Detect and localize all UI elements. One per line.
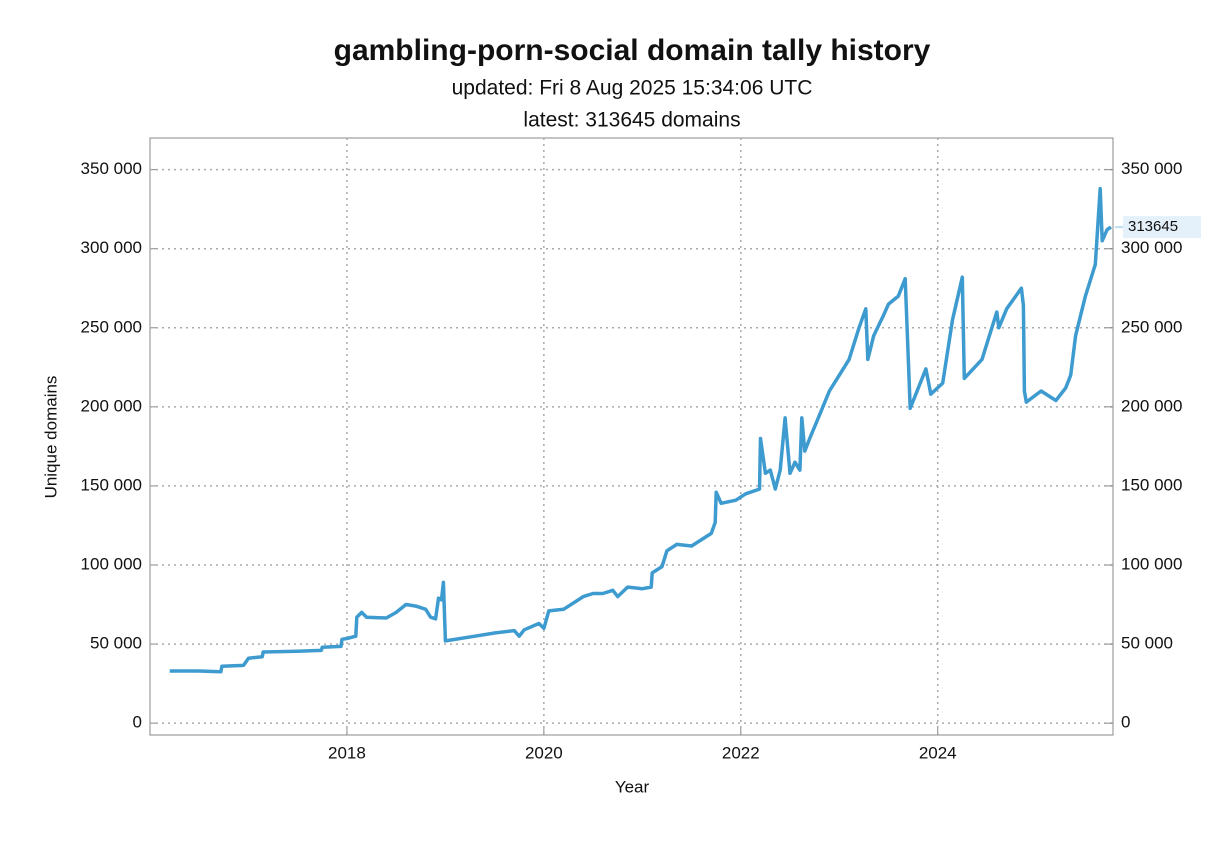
x-tick-label: 2020: [525, 743, 563, 762]
y-tick-label: 300 000: [81, 238, 142, 257]
data-line: [169, 186, 1112, 674]
x-tick-label: 2024: [919, 743, 957, 762]
y2-tick-label: 300 000: [1121, 238, 1182, 257]
y-tick-label: 0: [133, 713, 142, 732]
y2-tick-label: 200 000: [1121, 396, 1182, 415]
end-label: 313645: [1128, 218, 1178, 235]
y2-tick-label: 150 000: [1121, 475, 1182, 494]
y2-tick-label: 0: [1121, 713, 1130, 732]
y-tick-label: 50 000: [90, 634, 142, 653]
y2-tick-label: 350 000: [1121, 159, 1182, 178]
chart-subtitle: latest: 313645 domains: [523, 109, 740, 132]
y-tick-label: 250 000: [81, 317, 142, 336]
y-tick-label: 350 000: [81, 159, 142, 178]
y-tick-label: 100 000: [81, 554, 142, 573]
x-axis-label: Year: [615, 777, 650, 796]
plot-frame: [149, 137, 1114, 736]
y-tick-label: 200 000: [81, 396, 142, 415]
end-label-box: [1123, 216, 1201, 239]
y-axis-label: Unique domains: [41, 376, 60, 499]
chart-subtitle: updated: Fri 8 Aug 2025 15:34:06 UTC: [452, 77, 813, 100]
chart-title: gambling-porn-social domain tally histor…: [334, 34, 931, 67]
y2-tick-label: 250 000: [1121, 317, 1182, 336]
x-tick-label: 2018: [328, 743, 366, 762]
y2-tick-label: 50 000: [1121, 634, 1173, 653]
y-tick-label: 150 000: [81, 475, 142, 494]
x-tick-label: 2022: [722, 743, 760, 762]
y2-tick-label: 100 000: [1121, 554, 1182, 573]
